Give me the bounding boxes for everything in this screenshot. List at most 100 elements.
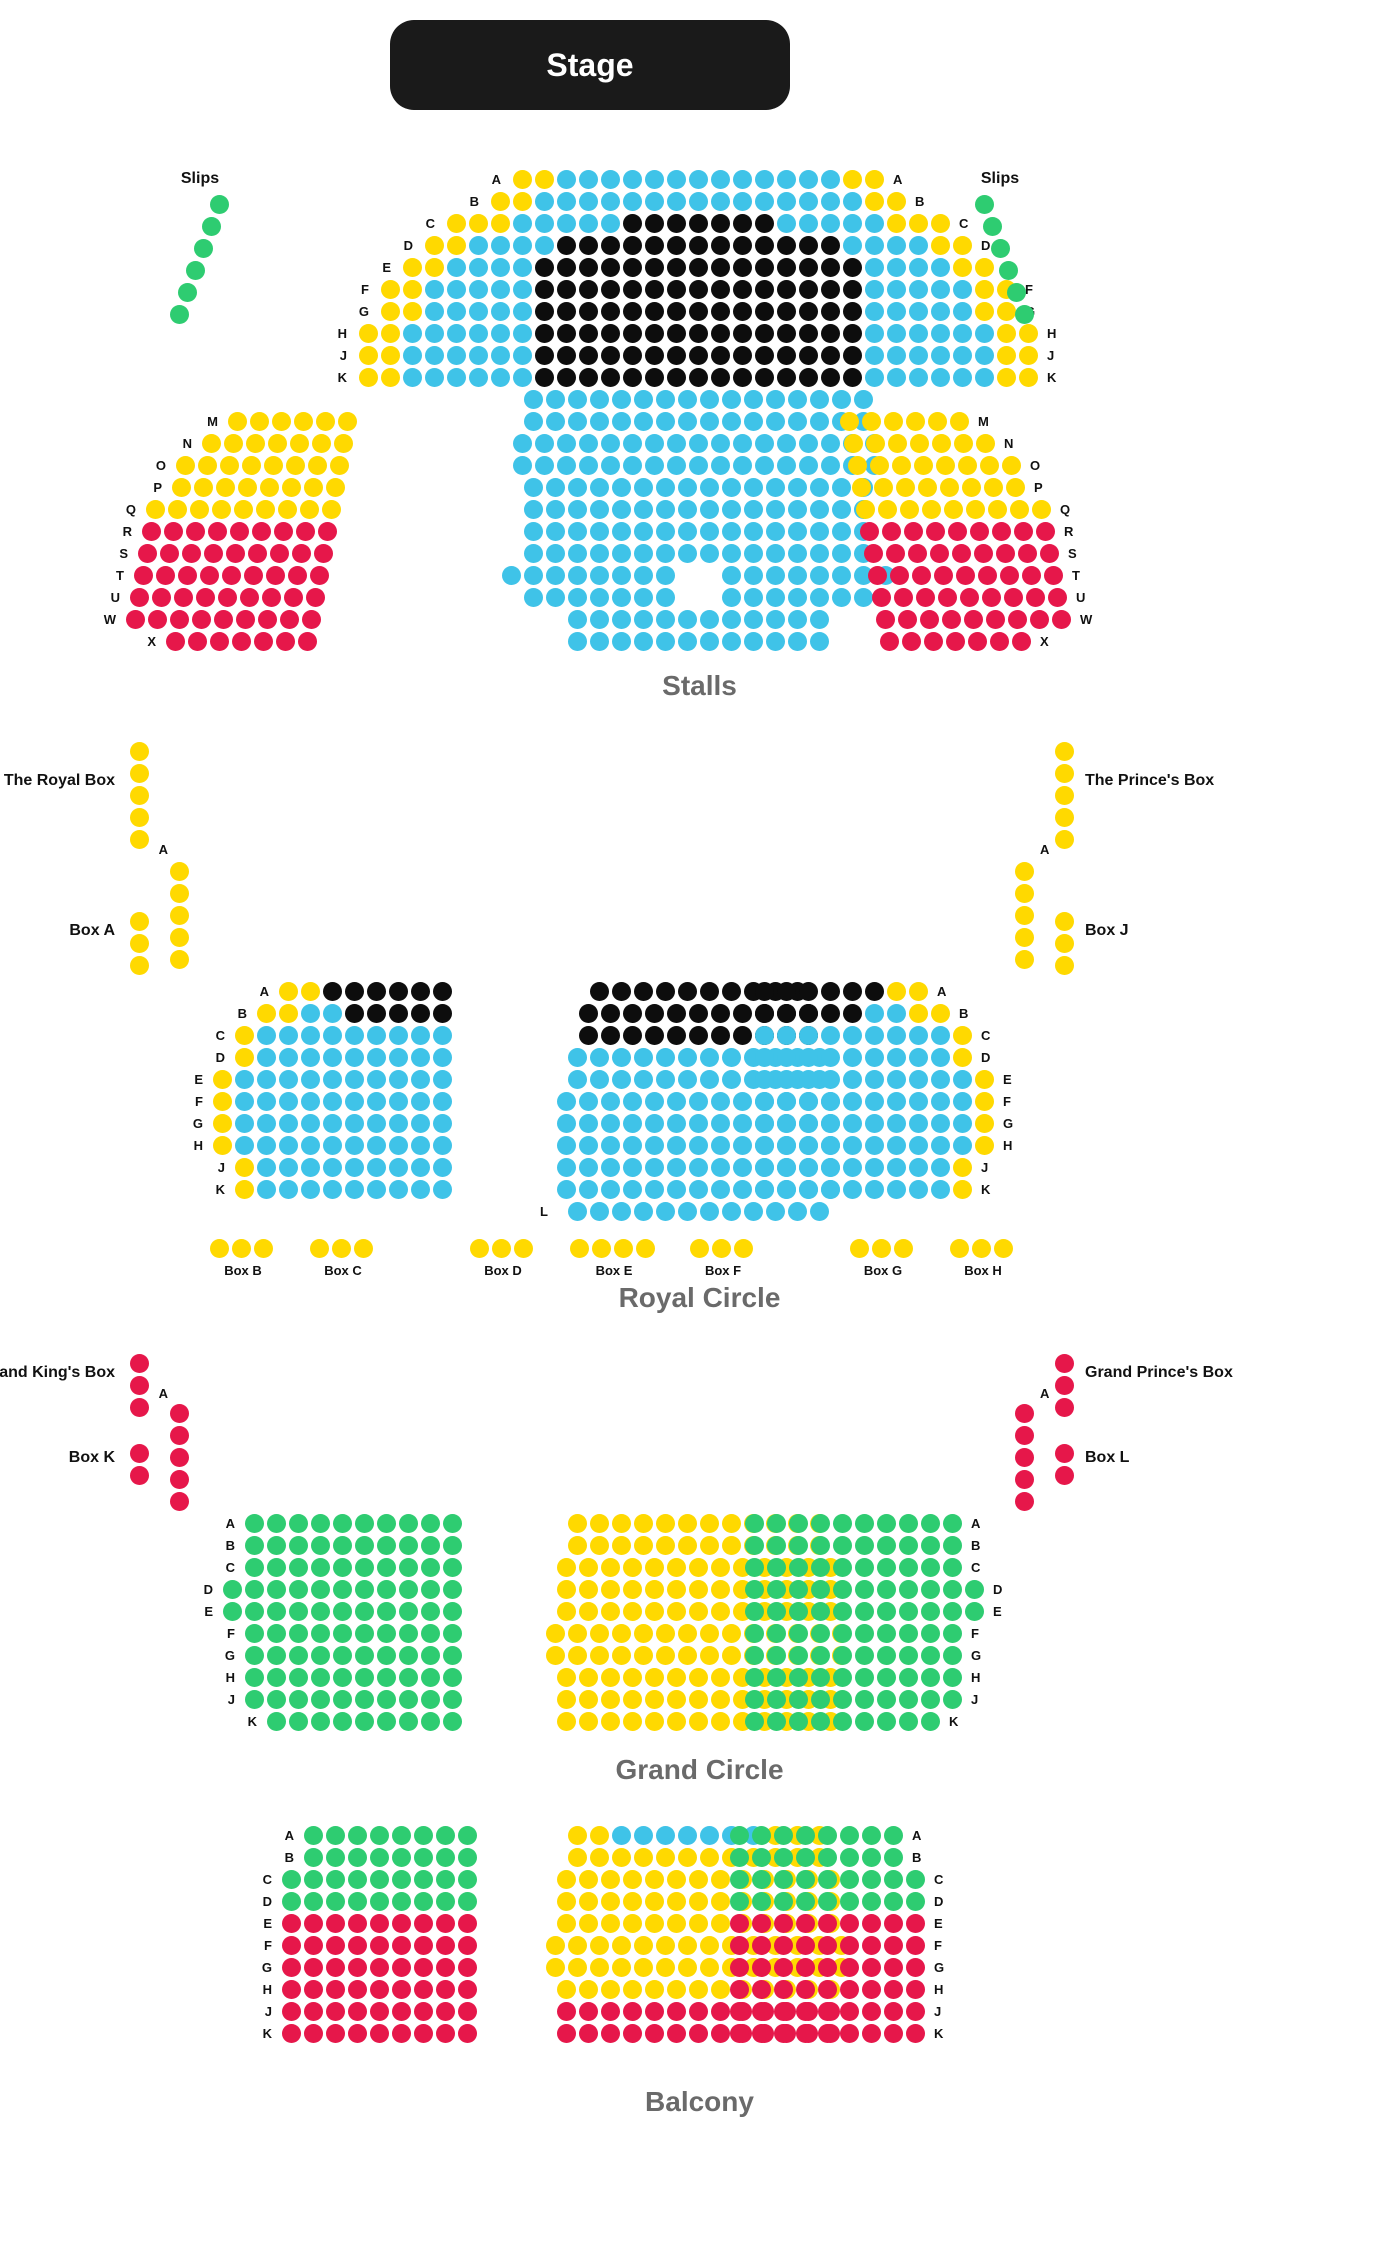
seat[interactable] [130,956,149,975]
seat[interactable] [821,236,840,255]
seat[interactable] [887,1136,906,1155]
seat[interactable] [833,1624,852,1643]
seat[interactable] [579,1158,598,1177]
seat[interactable] [689,1690,708,1709]
seat[interactable] [722,610,741,629]
seat[interactable] [645,1558,664,1577]
seat[interactable] [469,346,488,365]
seat[interactable] [223,1580,242,1599]
seat[interactable] [774,1958,793,1977]
seat[interactable] [906,1958,925,1977]
seat[interactable] [811,1602,830,1621]
seat[interactable] [168,500,187,519]
seat[interactable] [634,1936,653,1955]
seat[interactable] [389,1114,408,1133]
seat[interactable] [443,1690,462,1709]
seat[interactable] [975,1092,994,1111]
seat[interactable] [1055,1376,1074,1395]
seat[interactable] [634,1826,653,1845]
seat[interactable] [421,1580,440,1599]
seat[interactable] [156,566,175,585]
seat[interactable] [1015,1492,1034,1511]
seat[interactable] [722,522,741,541]
seat[interactable] [667,1158,686,1177]
seat[interactable] [656,632,675,651]
seat[interactable] [377,1690,396,1709]
seat[interactable] [855,1624,874,1643]
seat[interactable] [877,1668,896,1687]
seat[interactable] [744,522,763,541]
seat[interactable] [943,1536,962,1555]
seat[interactable] [884,1914,903,1933]
seat[interactable] [877,1580,896,1599]
seat[interactable] [1055,956,1074,975]
seat[interactable] [170,862,189,881]
seat[interactable] [722,566,741,585]
seat[interactable] [722,1536,741,1555]
seat[interactable] [887,258,906,277]
seat[interactable] [733,258,752,277]
seat[interactable] [931,324,950,343]
seat[interactable] [755,1136,774,1155]
seat[interactable] [789,1712,808,1731]
seat[interactable] [855,1712,874,1731]
seat[interactable] [922,500,941,519]
seat[interactable] [908,544,927,563]
seat[interactable] [789,1624,808,1643]
seat[interactable] [590,588,609,607]
seat[interactable] [975,1136,994,1155]
seat[interactable] [997,368,1016,387]
seat[interactable] [436,2002,455,2021]
seat[interactable] [656,566,675,585]
seat[interactable] [752,1826,771,1845]
seat[interactable] [689,1980,708,1999]
seat[interactable] [818,1870,837,1889]
seat[interactable] [711,1870,730,1889]
seat[interactable] [370,2024,389,2043]
seat[interactable] [304,1848,323,1867]
seat[interactable] [355,1536,374,1555]
seat[interactable] [590,566,609,585]
seat[interactable] [810,522,829,541]
seat[interactable] [645,2002,664,2021]
seat[interactable] [311,1558,330,1577]
seat[interactable] [931,1158,950,1177]
seat[interactable] [909,1158,928,1177]
seat[interactable] [722,632,741,651]
seat[interactable] [745,1690,764,1709]
seat[interactable] [767,1536,786,1555]
seat[interactable] [579,1892,598,1911]
seat[interactable] [557,1180,576,1199]
seat[interactable] [355,1580,374,1599]
seat[interactable] [953,324,972,343]
seat[interactable] [601,236,620,255]
seat[interactable] [355,1602,374,1621]
seat[interactable] [864,544,883,563]
seat[interactable] [744,500,763,519]
seat[interactable] [348,1936,367,1955]
seat[interactable] [623,1158,642,1177]
seat[interactable] [245,1602,264,1621]
seat[interactable] [146,500,165,519]
seat[interactable] [557,280,576,299]
seat[interactable] [623,1580,642,1599]
seat[interactable] [667,1180,686,1199]
seat[interactable] [744,412,763,431]
seat[interactable] [796,1892,815,1911]
seat[interactable] [568,1826,587,1845]
seat[interactable] [855,1668,874,1687]
seat[interactable] [170,1426,189,1445]
seat[interactable] [623,192,642,211]
seat[interactable] [899,1580,918,1599]
seat[interactable] [788,412,807,431]
seat[interactable] [832,390,851,409]
seat[interactable] [953,1114,972,1133]
seat[interactable] [348,1980,367,1999]
seat[interactable] [865,368,884,387]
seat[interactable] [411,1180,430,1199]
seat[interactable] [678,1936,697,1955]
seat[interactable] [367,1092,386,1111]
seat[interactable] [678,412,697,431]
seat[interactable] [909,346,928,365]
seat[interactable] [294,412,313,431]
